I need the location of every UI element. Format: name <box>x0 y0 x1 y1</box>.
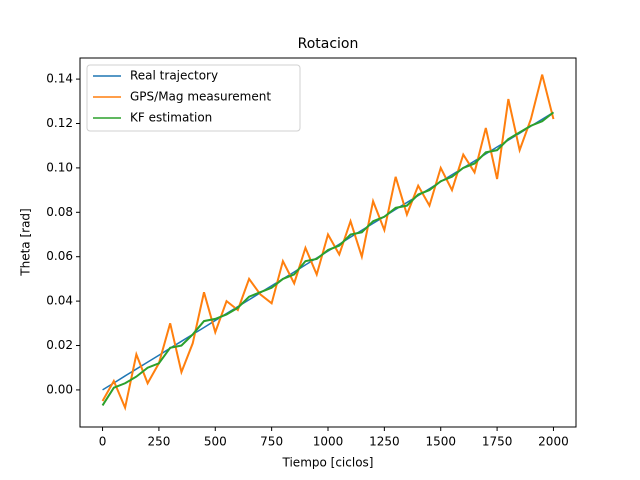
x-tick-label: 1750 <box>482 435 513 449</box>
plot-frame <box>79 57 577 428</box>
x-tick-label: 1250 <box>369 435 400 449</box>
x-tick-label: 2000 <box>538 435 569 449</box>
y-tick-label: 0.06 <box>46 249 73 263</box>
x-tick-label: 1500 <box>425 435 456 449</box>
y-tick-label: 0.04 <box>46 294 73 308</box>
series-line <box>101 74 555 412</box>
x-tick-label: 750 <box>260 435 283 449</box>
y-axis-label: Theta [rad] <box>19 208 33 276</box>
y-tick-label: 0.12 <box>46 116 73 130</box>
x-tick-label: 0 <box>99 435 107 449</box>
x-tick-label: 1000 <box>313 435 344 449</box>
legend-label: Real trajectory <box>130 69 218 83</box>
chart-title: Rotacion <box>298 36 359 52</box>
x-axis-label: Tiempo [ciclos] <box>282 456 374 470</box>
y-tick-label: 0.00 <box>46 382 73 396</box>
legend-box <box>86 64 301 132</box>
y-tick-label: 0.08 <box>46 205 73 219</box>
y-tick-label: 0.02 <box>46 338 73 352</box>
x-tick-label: 250 <box>147 435 170 449</box>
y-tick-label: 0.10 <box>46 160 73 174</box>
legend-label: GPS/Mag measurement <box>130 90 271 104</box>
series-line <box>101 111 555 406</box>
x-tick-label: 500 <box>204 435 227 449</box>
legend-label: KF estimation <box>130 111 212 125</box>
y-tick-label: 0.14 <box>46 72 73 86</box>
